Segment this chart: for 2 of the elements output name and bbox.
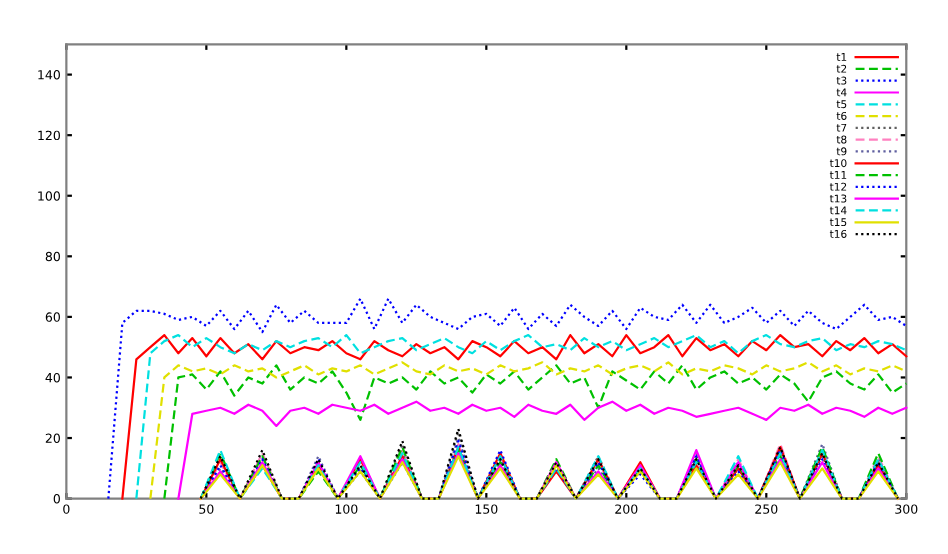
line-series (177, 400, 908, 500)
line-series (107, 297, 908, 500)
